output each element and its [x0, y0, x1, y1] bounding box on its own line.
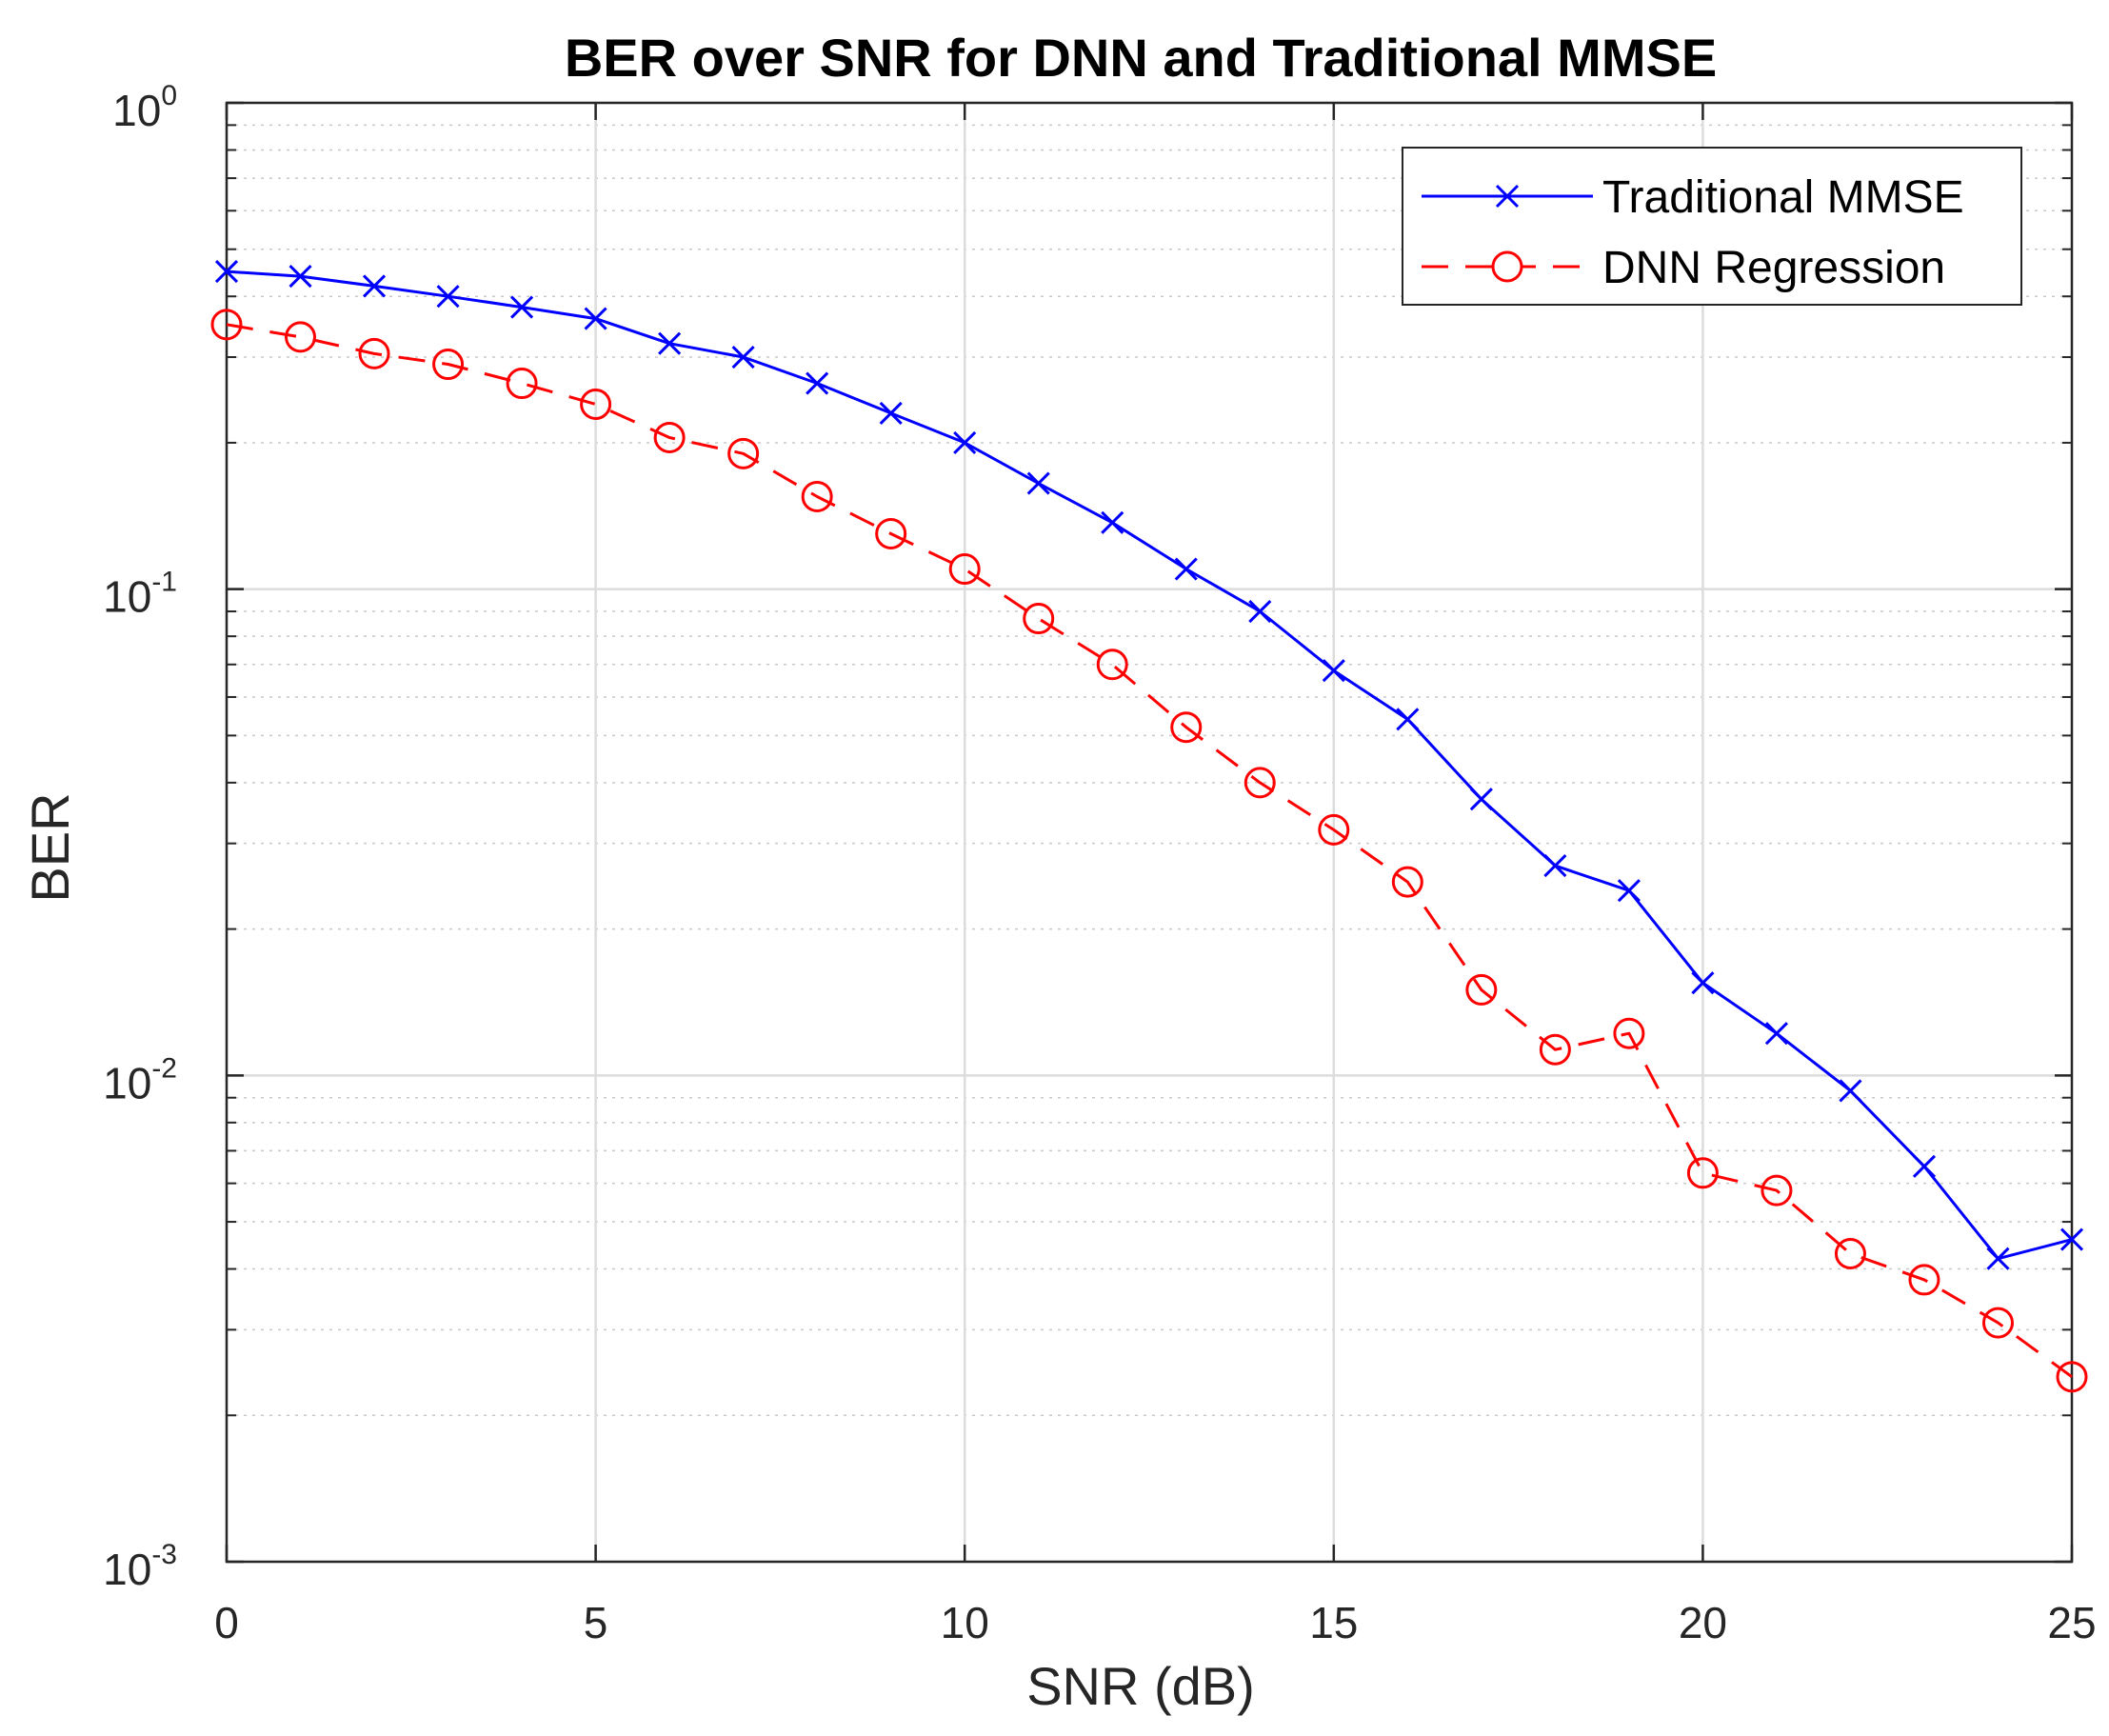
data-point-dnn-regression [1908, 1264, 1940, 1296]
data-point-dnn-regression [1391, 866, 1423, 898]
data-point-traditional-mmse [1026, 471, 1050, 495]
data-point-traditional-mmse [806, 371, 829, 395]
y-tick-labels: 100 10-1 10-2 10-3 [103, 80, 177, 1594]
data-point-traditional-mmse [510, 295, 534, 319]
data-point-traditional-mmse [1469, 788, 1493, 811]
legend-marker-mmse [1495, 184, 1520, 209]
data-point-dnn-regression [506, 368, 538, 400]
data-point-dnn-regression [358, 337, 390, 369]
data-point-traditional-mmse [1912, 1154, 1937, 1178]
x-tick-label: 20 [1679, 1598, 1727, 1647]
y-axis-label: BER [20, 792, 80, 902]
x-tick-labels: 0 5 10 15 20 25 [214, 1598, 2096, 1647]
data-point-traditional-mmse [214, 260, 239, 284]
series-line-dnn-regression [226, 323, 2073, 1379]
data-point-traditional-mmse [658, 331, 682, 355]
data-point-dnn-regression [1834, 1238, 1866, 1270]
data-point-traditional-mmse [953, 430, 977, 455]
legend-label-dnn: DNN Regression [1602, 243, 1945, 293]
series-line-traditional-mmse [226, 269, 2073, 1261]
data-point-traditional-mmse [1986, 1247, 2010, 1270]
data-point-dnn-regression [580, 389, 612, 421]
data-point-traditional-mmse [2059, 1227, 2084, 1251]
data-point-dnn-regression [727, 437, 760, 469]
data-point-traditional-mmse [1839, 1079, 1862, 1103]
x-tick-label: 0 [214, 1598, 239, 1647]
x-tick-label: 10 [941, 1598, 989, 1647]
y-tick-label: 10-2 [103, 1052, 177, 1107]
legend-marker-dnn [1491, 250, 1523, 283]
x-tick-label: 25 [2047, 1598, 2096, 1647]
data-point-traditional-mmse [1543, 853, 1567, 878]
legend: Traditional MMSE DNN Regression [1402, 147, 2022, 306]
data-point-dnn-regression [1096, 649, 1128, 681]
data-point-traditional-mmse [1764, 1022, 1788, 1046]
data-point-dnn-regression [1170, 711, 1203, 744]
data-point-traditional-mmse [584, 307, 607, 330]
data-point-dnn-regression [1613, 1017, 1645, 1049]
chart-title: BER over SNR for DNN and Traditional MMS… [565, 28, 1717, 88]
data-point-traditional-mmse [436, 285, 460, 309]
x-tick-label: 15 [1309, 1598, 1358, 1647]
data-point-traditional-mmse [1248, 599, 1272, 624]
y-tick-label: 10-1 [103, 567, 177, 622]
data-point-traditional-mmse [1691, 971, 1715, 995]
data-point-dnn-regression [1981, 1307, 2014, 1339]
series-layer [210, 260, 2088, 1393]
y-tick-label: 100 [112, 80, 177, 135]
data-point-dnn-regression [1686, 1157, 1719, 1189]
data-point-dnn-regression [1023, 603, 1055, 635]
data-point-traditional-mmse [731, 345, 755, 369]
data-point-dnn-regression [432, 349, 465, 381]
plot-frame [225, 101, 2074, 1564]
axis-ticks [225, 101, 2074, 1564]
data-point-traditional-mmse [1174, 557, 1198, 581]
data-point-dnn-regression [1539, 1033, 1571, 1066]
data-point-dnn-regression [1318, 813, 1350, 846]
legend-label-mmse: Traditional MMSE [1602, 172, 1964, 223]
data-point-dnn-regression [285, 321, 317, 353]
data-point-dnn-regression [801, 480, 833, 512]
data-point-traditional-mmse [1617, 879, 1641, 903]
data-point-traditional-mmse [288, 265, 312, 289]
data-point-traditional-mmse [362, 274, 387, 298]
data-point-dnn-regression [2056, 1361, 2088, 1393]
data-point-traditional-mmse [1322, 659, 1345, 683]
x-axis-label: SNR (dB) [1026, 1656, 1255, 1716]
x-tick-label: 5 [584, 1598, 608, 1647]
data-point-traditional-mmse [879, 401, 903, 426]
data-point-dnn-regression [210, 309, 243, 341]
data-point-dnn-regression [1761, 1174, 1793, 1207]
data-point-dnn-regression [1244, 767, 1276, 799]
data-point-dnn-regression [1465, 973, 1498, 1006]
data-point-traditional-mmse [1396, 708, 1420, 731]
data-point-dnn-regression [948, 553, 981, 586]
y-tick-label: 10-3 [103, 1539, 177, 1594]
data-point-dnn-regression [875, 517, 907, 549]
data-point-dnn-regression [653, 421, 686, 453]
data-point-traditional-mmse [1101, 510, 1124, 534]
